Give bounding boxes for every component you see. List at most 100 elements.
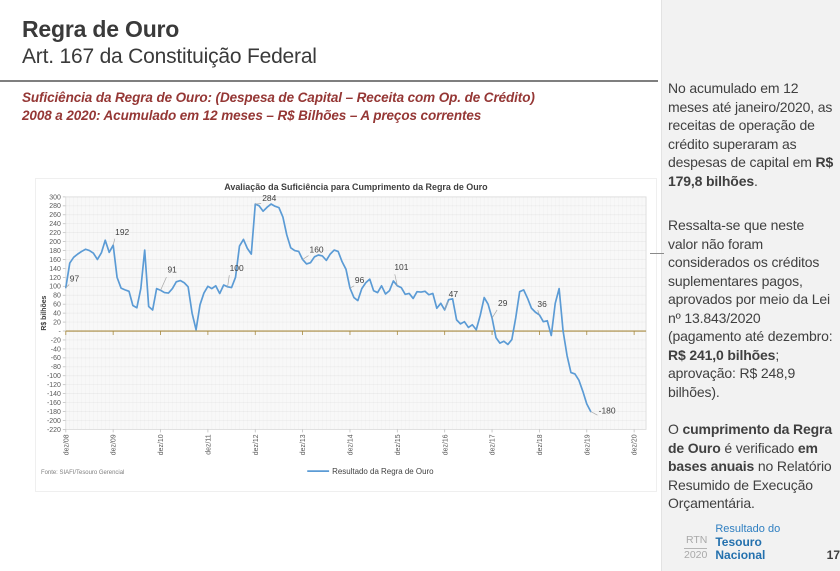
data-point-label: 100 xyxy=(230,263,244,273)
data-point-label: 97 xyxy=(70,274,80,284)
series-line xyxy=(64,203,592,413)
y-tick-label: -60 xyxy=(51,355,61,362)
y-tick-label: -20 xyxy=(51,337,61,344)
page-subtitle: Art. 167 da Constituição Federal xyxy=(22,45,317,68)
rtn-badge: RTN 2020 xyxy=(684,534,708,562)
x-tick-label: dez/11 xyxy=(205,434,212,454)
annotation-leader xyxy=(590,411,598,416)
y-tick-label: 40 xyxy=(53,311,61,318)
report-name: Resultado do Tesouro Nacional xyxy=(715,523,813,562)
data-point-label: 29 xyxy=(498,298,508,308)
y-tick-label: -160 xyxy=(47,400,61,407)
paragraph-segment: . xyxy=(753,172,758,189)
x-tick-label: dez/18 xyxy=(537,434,544,455)
y-tick-label: - xyxy=(59,328,61,335)
y-tick-label: 200 xyxy=(49,239,61,246)
y-tick-label: 80 xyxy=(53,293,61,300)
y-tick-label: 20 xyxy=(53,319,61,326)
source-note: Fonte: SIAFI/Tesouro Gerencial xyxy=(41,470,124,476)
y-tick-label: 160 xyxy=(49,257,61,264)
plot-border xyxy=(65,196,647,430)
plot-area xyxy=(65,196,647,430)
y-tick-label: -180 xyxy=(47,409,61,416)
chart-container: -220 -200 -180 -160 -140 -120 -100 -80 -60 -40 -20… xyxy=(35,178,657,492)
annotation-leader xyxy=(349,285,355,289)
y-tick-label: -220 xyxy=(47,427,61,434)
x-tick-label: dez/08 xyxy=(63,434,70,455)
data-point-label: 160 xyxy=(310,245,324,255)
x-tick-label: dez/20 xyxy=(632,434,639,455)
x-tick-label: dez/10 xyxy=(158,434,165,455)
annotation-leader xyxy=(112,238,116,246)
paragraph-segment: O xyxy=(668,421,683,437)
x-tick-label: dez/15 xyxy=(395,434,402,455)
y-tick-label: -80 xyxy=(51,364,61,371)
y-tick-label: -200 xyxy=(47,418,61,425)
paragraph-segment: é verificado xyxy=(720,439,798,456)
sidebar-paragraph-1: No acumulado em 12 meses até janeiro/202… xyxy=(668,79,836,190)
y-tick-label: -120 xyxy=(47,382,61,389)
rtn-year: 2020 xyxy=(684,549,708,561)
paragraph-segment: R$ 179,8 bilhões xyxy=(668,154,834,189)
paragraph-segment: em bases anuais xyxy=(668,439,818,475)
x-tick-label: dez/09 xyxy=(111,434,118,455)
y-tick-label: 60 xyxy=(53,302,61,309)
data-point-label: 284 xyxy=(262,193,276,203)
x-tick-label: dez/19 xyxy=(584,434,591,455)
paragraph-segment: ; aprovação: R$ 248,9 bilhões). xyxy=(668,346,796,400)
paragraph-segment: No acumulado em 12 meses até janeiro/202… xyxy=(668,80,833,170)
sidebar-paragraph-3: O cumprimento da Regra de Ouro é verific… xyxy=(668,420,836,513)
y-tick-label: 220 xyxy=(49,230,61,237)
y-tick-label: -100 xyxy=(47,373,61,380)
annotation-leader xyxy=(160,276,167,291)
sidebar-callout-dash xyxy=(650,253,664,254)
annotation-leader xyxy=(444,300,449,311)
paragraph-segment: no Relatório Resumido de Execução Orçame… xyxy=(668,458,832,511)
data-point-label: -180 xyxy=(599,405,616,415)
data-point-label: 47 xyxy=(449,289,459,299)
x-tick-label: dez/13 xyxy=(300,434,307,455)
chart-title: Avaliação da Suficiência para Cumpriment… xyxy=(224,182,488,192)
y-tick-label: 120 xyxy=(49,275,61,282)
data-point-label: 101 xyxy=(394,262,408,272)
y-tick-label: 260 xyxy=(49,212,61,219)
data-point-label: 91 xyxy=(167,264,177,274)
rtn-label: RTN xyxy=(684,534,708,549)
title-divider xyxy=(0,80,658,82)
paragraph-segment: R$ 241,0 bilhões xyxy=(668,346,776,363)
data-point-label: 36 xyxy=(537,299,547,309)
report-name-line-1: Resultado do xyxy=(715,523,781,535)
x-tick-label: dez/12 xyxy=(253,434,260,455)
y-axis-title: R$ bilhões xyxy=(41,295,48,330)
page-title: Regra de Ouro xyxy=(22,16,180,42)
page-number: 17 xyxy=(826,548,840,562)
chart-description-line-1: Suficiência da Regra de Ouro: (Despesa d… xyxy=(22,90,535,105)
y-tick-label: 100 xyxy=(49,284,61,291)
y-tick-label: 180 xyxy=(49,248,61,255)
data-point-label: 96 xyxy=(355,275,365,285)
y-tick-label: 280 xyxy=(49,203,61,210)
annotation-leader xyxy=(537,310,540,316)
paragraph-segment: cumprimento da Regra de Ouro xyxy=(668,421,832,456)
y-tick-label: -40 xyxy=(51,346,61,353)
legend-label: Resultado da Regra de Ouro xyxy=(332,467,434,476)
data-point-label: 192 xyxy=(115,227,129,237)
y-tick-label: 240 xyxy=(49,221,61,228)
suficiencia-regra-de-ouro-chart: -220-200-180-160-140-120-100-80-60-40-20… xyxy=(41,182,647,476)
y-tick-label: 140 xyxy=(49,266,61,273)
report-name-line-2: Tesouro Nacional xyxy=(715,535,766,562)
y-tick-label: 300 xyxy=(49,194,61,201)
y-tick-label: -140 xyxy=(47,391,61,398)
x-tick-label: dez/16 xyxy=(442,434,449,455)
report-footer: RTN 2020 Resultado do Tesouro Nacional 1… xyxy=(684,523,840,562)
annotation-leader xyxy=(255,203,262,205)
annotation-leader xyxy=(491,309,498,319)
annotation-leader xyxy=(227,275,230,287)
annotation-leader xyxy=(394,274,398,286)
annotation-leader xyxy=(302,255,309,260)
chart-description-line-2: 2008 a 2020: Acumulado em 12 meses – R$ … xyxy=(22,108,482,123)
x-tick-label: dez/14 xyxy=(348,434,355,455)
paragraph-segment: Ressalta-se que neste valor não foram co… xyxy=(668,217,833,344)
